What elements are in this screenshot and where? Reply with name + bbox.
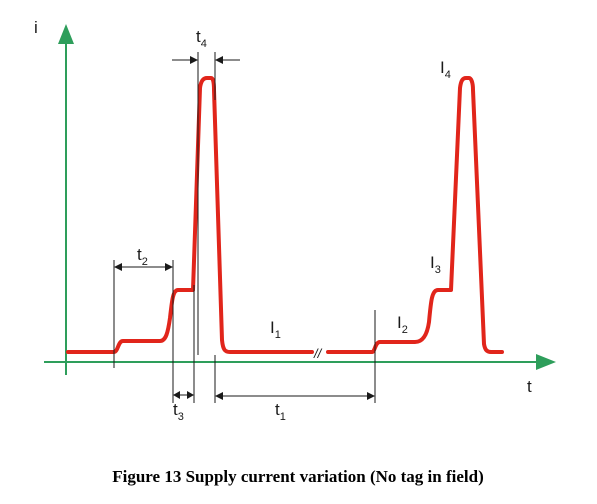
t3-arrow-left [173, 391, 180, 399]
t2-arrow-right [165, 263, 173, 271]
break-mark: // [313, 346, 323, 361]
y-axis-arrow [58, 24, 74, 44]
t3-arrow-right [187, 391, 194, 399]
x-axis-label: t [527, 377, 532, 396]
t2-arrow-left [114, 263, 122, 271]
t1-arrow-left [215, 392, 223, 400]
t4-label: t4 [196, 27, 207, 50]
x-axis-arrow [536, 354, 556, 370]
axes: i t [34, 18, 556, 396]
I2-label: I2 [397, 313, 408, 336]
I1-label: I1 [270, 318, 281, 341]
t1-label: t1 [275, 400, 286, 423]
t1-arrow-right [367, 392, 375, 400]
y-axis-label: i [34, 18, 38, 37]
current-waveform [66, 76, 504, 354]
I4-label: I4 [440, 58, 451, 81]
I3-label: I3 [430, 253, 441, 276]
t4-arrow-left [190, 56, 198, 64]
t4-arrow-right [215, 56, 223, 64]
t2-label: t2 [137, 245, 148, 268]
figure-caption: Figure 13 Supply current variation (No t… [112, 467, 484, 486]
t3-label: t3 [173, 400, 184, 423]
timing-annotations [113, 52, 376, 403]
